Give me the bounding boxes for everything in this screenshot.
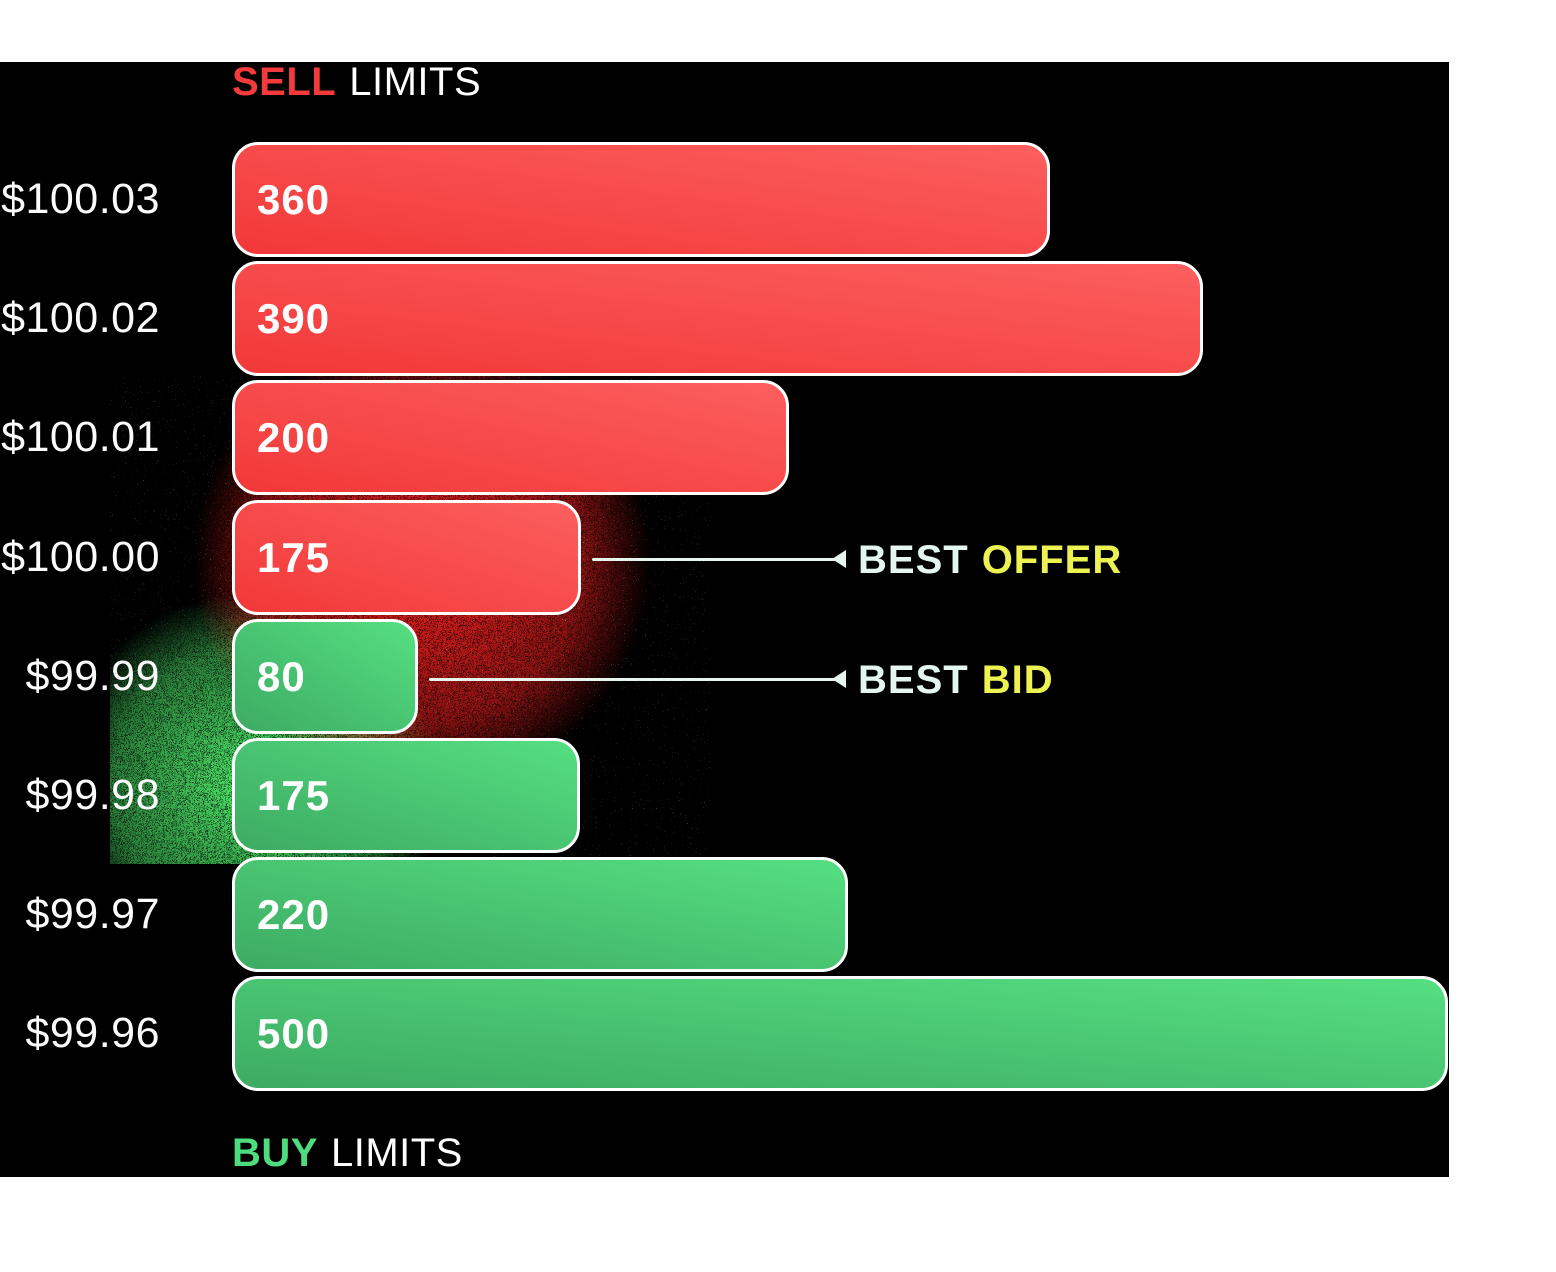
buy-volume-bar: 500	[232, 976, 1448, 1091]
order-row: $99.99 80	[0, 619, 1449, 734]
order-row: $100.01 200	[0, 380, 1449, 495]
volume-label: 175	[257, 771, 331, 819]
price-label: $100.03	[1, 175, 160, 223]
best-offer-prefix: BEST	[858, 537, 969, 582]
best-offer-accent: OFFER	[981, 537, 1123, 582]
best-offer-line	[592, 558, 836, 561]
best-bid-line	[429, 678, 836, 681]
price-label: $100.01	[1, 413, 160, 461]
best-bid-label: BEST BID	[858, 658, 1054, 702]
volume-label: 220	[257, 890, 331, 938]
arrowhead-left-icon	[832, 670, 846, 688]
sell-volume-bar: 390	[232, 261, 1203, 376]
order-row: $100.00 175	[0, 500, 1449, 615]
buy-volume-bar: 80	[232, 619, 418, 734]
buy-volume-bar: 220	[232, 857, 848, 972]
volume-label: 390	[257, 294, 331, 342]
buy-volume-bar: 175	[232, 738, 580, 853]
price-label: $99.99	[25, 652, 160, 700]
best-bid-accent: BID	[981, 657, 1054, 702]
volume-label: 80	[257, 652, 306, 700]
buy-limits-title: BUY LIMITS	[232, 1131, 463, 1175]
order-row: $100.03 360	[0, 142, 1449, 257]
arrowhead-left-icon	[832, 550, 846, 568]
order-row: $99.96 500	[0, 976, 1449, 1091]
volume-label: 500	[257, 1009, 331, 1057]
best-offer-label: BEST OFFER	[858, 538, 1122, 582]
sell-volume-bar: 360	[232, 142, 1050, 257]
order-row: $99.97 220	[0, 857, 1449, 972]
price-label: $99.97	[25, 890, 160, 938]
buy-title-rest: LIMITS	[330, 1130, 463, 1175]
order-row: $100.02 390	[0, 261, 1449, 376]
price-label: $100.02	[1, 294, 160, 342]
order-row: $99.98 175	[0, 738, 1449, 853]
sell-volume-bar: 175	[232, 500, 581, 615]
sell-volume-bar: 200	[232, 380, 789, 495]
volume-label: 200	[257, 413, 331, 461]
volume-label: 175	[257, 533, 331, 581]
buy-title-accent: BUY	[232, 1130, 318, 1175]
price-label: $99.96	[25, 1009, 160, 1057]
price-label: $99.98	[25, 771, 160, 819]
sell-title-rest: LIMITS	[349, 59, 482, 104]
best-bid-prefix: BEST	[858, 657, 969, 702]
sell-limits-title: SELL LIMITS	[232, 60, 481, 104]
sell-title-accent: SELL	[232, 59, 337, 104]
price-label: $100.00	[1, 533, 160, 581]
volume-label: 360	[257, 175, 331, 223]
